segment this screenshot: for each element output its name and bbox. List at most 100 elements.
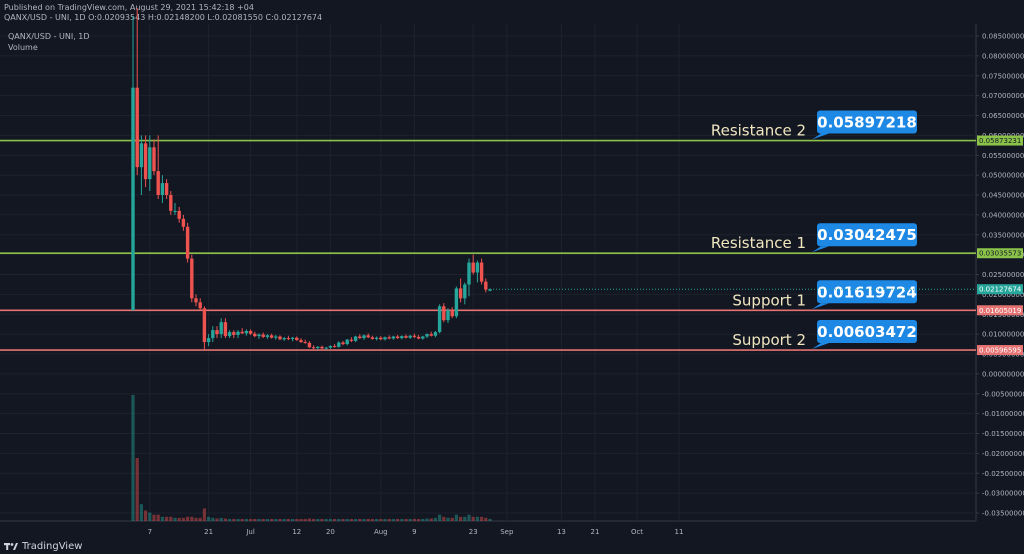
candle-body[interactable] [328,346,333,348]
candle-body[interactable] [135,87,139,168]
candle-body[interactable] [131,87,135,311]
candle-body[interactable] [282,338,286,340]
candle-body[interactable] [383,337,387,340]
candle-body[interactable] [265,335,270,337]
callout-box[interactable] [817,320,917,344]
candle-body[interactable] [400,336,404,339]
candle-body[interactable] [337,342,341,347]
candle-body[interactable] [148,147,152,180]
candle-body[interactable] [458,288,463,299]
candle-body[interactable] [454,288,459,317]
candle-body[interactable] [232,332,236,335]
candle-body[interactable] [479,262,484,282]
candle-body[interactable] [345,339,349,345]
candle-body[interactable] [198,302,202,309]
volume-bar [408,518,412,521]
candle-body[interactable] [366,335,370,338]
candle-body[interactable] [349,339,354,341]
candle-body[interactable] [211,330,215,339]
candle-body[interactable] [307,342,312,348]
candle-body[interactable] [316,346,320,349]
candle-body[interactable] [169,195,173,211]
candle-body[interactable] [341,342,345,345]
candle-body[interactable] [286,338,291,340]
candle-body[interactable] [177,210,181,219]
candle-body[interactable] [437,306,442,333]
candle-body[interactable] [173,210,177,212]
candle-body[interactable] [160,183,165,195]
candle-body[interactable] [223,322,228,337]
candle-body[interactable] [253,333,257,337]
candle-body[interactable] [412,335,417,337]
callout-box[interactable] [817,280,917,304]
candle-body[interactable] [181,218,186,227]
candle-body[interactable] [433,332,438,336]
candle-body[interactable] [488,289,492,291]
candle-body[interactable] [374,337,379,339]
candle-body[interactable] [190,258,194,299]
candle-body[interactable] [185,226,190,259]
candle-body[interactable] [206,338,211,343]
candle-body[interactable] [332,346,337,348]
candle-body[interactable] [248,330,253,334]
candle-body[interactable] [463,284,467,299]
candle-body[interactable] [143,143,148,180]
candle-body[interactable] [416,336,421,339]
candle-body[interactable] [404,336,408,338]
candle-body[interactable] [278,336,282,340]
candle-body[interactable] [240,331,244,334]
candle-body[interactable] [324,347,328,349]
candle-body[interactable] [408,335,412,338]
price-axis[interactable]: 0.08500000 0.08000000 0.07500000 0.07000000… [976,33,1024,518]
candle-body[interactable] [446,310,450,321]
callout-box[interactable] [817,110,917,134]
candle-body[interactable] [244,330,249,334]
candle-body[interactable] [202,308,207,343]
candle-body[interactable] [299,340,303,343]
candle-body[interactable] [274,336,278,338]
time-tick-label: 20 [326,528,335,536]
candle-body[interactable] [429,334,433,336]
candle-body[interactable] [227,332,232,337]
time-axis[interactable]: 7 21 Jul 12 20 Aug 9 23 Sep 13 21 Oct 11 [148,528,684,536]
candle-body[interactable] [370,337,375,339]
candle-body[interactable] [395,336,400,339]
volume-bar [219,517,223,521]
candle-body[interactable] [379,337,383,340]
candle-body[interactable] [156,171,160,195]
candle-body[interactable] [421,336,425,339]
candle-body[interactable] [236,331,240,335]
candle-body[interactable] [261,334,265,337]
volume-bar [152,514,156,521]
candle-body[interactable] [353,336,358,341]
candle-body[interactable] [290,337,295,339]
candle-body[interactable] [425,334,429,337]
candle-body[interactable] [215,330,219,335]
candle-body[interactable] [362,335,366,339]
candle-body[interactable] [442,306,446,321]
candle-body[interactable] [139,143,144,168]
volume-bar [303,518,307,521]
candle-body[interactable] [387,337,391,339]
candle-body[interactable] [471,262,475,273]
callout-box[interactable] [817,223,917,247]
candle-body[interactable] [303,342,307,344]
candle-body[interactable] [475,262,480,273]
candle-body[interactable] [295,337,299,341]
candle-body[interactable] [484,281,488,290]
candle-body[interactable] [358,336,362,339]
candle-body[interactable] [467,262,471,285]
candle-body[interactable] [219,322,223,335]
candle-body[interactable] [320,346,324,349]
candle-body[interactable] [194,298,198,303]
volume-bar [349,518,353,521]
candle-body[interactable] [450,310,454,317]
candle-body[interactable] [164,183,169,195]
candle-body[interactable] [311,347,316,349]
candle-body[interactable] [257,334,261,337]
candle-body[interactable] [391,336,396,339]
candle-body[interactable] [152,147,156,172]
volume-bar [232,518,236,521]
candle-body[interactable] [269,335,274,338]
